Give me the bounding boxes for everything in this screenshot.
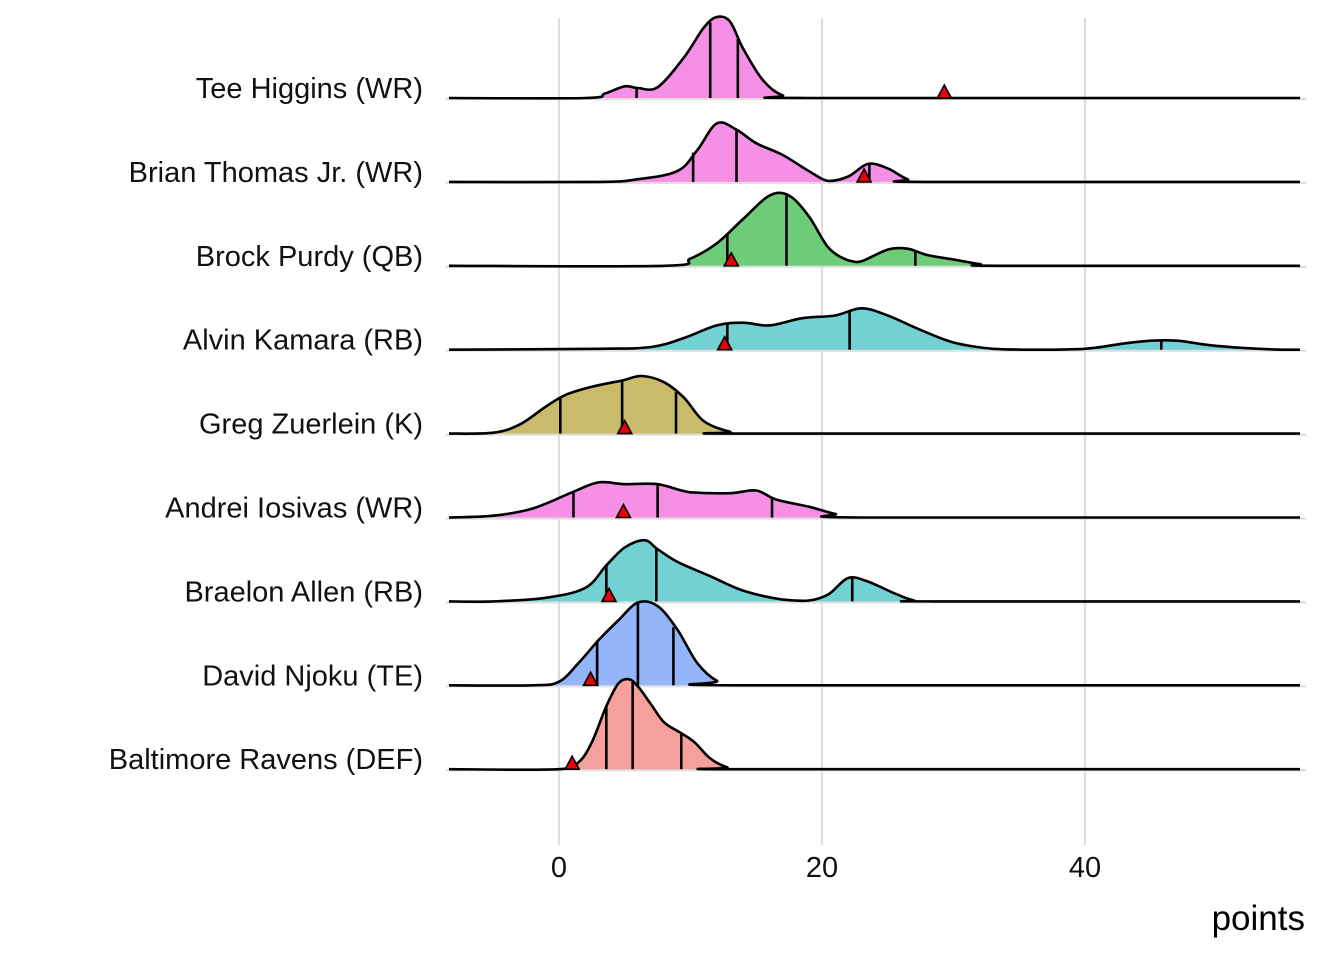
ridge-fill (449, 122, 1300, 183)
y-axis-label: Andrei Iosivas (WR) (165, 493, 423, 525)
ridges (448, 15, 1300, 772)
ridge-fill (449, 16, 1300, 99)
ridge-outline (448, 306, 1300, 352)
actual-points-marker (600, 586, 618, 603)
ridge-outline (448, 121, 1300, 184)
ridge-david-njoku-te (448, 600, 1300, 687)
x-axis-ticks: 0 20 40 (551, 852, 1101, 884)
ridge-fill (449, 601, 1300, 686)
ridge-brock-purdy-qb (448, 191, 1300, 268)
ridge-alvin-kamara-rb (448, 306, 1300, 352)
ridge-fill (449, 679, 1300, 770)
actual-points-marker (935, 83, 953, 99)
ridge-andrei-iosivas-wr (448, 480, 1300, 519)
x-axis-title: points (1212, 899, 1305, 938)
ridge-braelon-allen-rb (448, 538, 1300, 603)
y-axis-label: David Njoku (TE) (202, 660, 423, 692)
x-tick-label: 20 (806, 852, 838, 884)
y-axis-labels: Tee Higgins (WR) Brian Thomas Jr. (WR) Bro… (109, 73, 423, 776)
actual-points-marker (855, 167, 873, 183)
ridge-outline (448, 374, 1300, 435)
actual-points-marker (582, 670, 599, 687)
ridge-fill (449, 482, 1300, 518)
ridge-fill (449, 308, 1300, 350)
x-tick-label: 40 (1069, 852, 1101, 884)
x-tick-label: 0 (551, 852, 567, 884)
actual-points-marker (616, 418, 634, 435)
actual-points-marker (615, 502, 632, 519)
ridge-fill (449, 375, 1300, 434)
y-axis-label: Baltimore Ravens (DEF) (109, 744, 423, 776)
ridge-outline (448, 480, 1300, 519)
ridge-tee-higgins-wr (448, 15, 1300, 100)
ridge-outline (448, 677, 1300, 772)
y-axis-label: Alvin Kamara (RB) (183, 325, 423, 357)
ridge-outline (448, 15, 1300, 100)
y-axis-label: Greg Zuerlein (K) (199, 409, 423, 441)
ridge-outline (448, 600, 1300, 687)
ridge-baltimore-ravens-def (448, 677, 1300, 772)
y-axis-label: Tee Higgins (WR) (196, 73, 423, 105)
ridge-outline (448, 538, 1300, 603)
ridge-fill (449, 540, 1300, 602)
y-axis-label: Braelon Allen (RB) (184, 576, 423, 608)
actual-points-marker (722, 251, 740, 267)
actual-points-marker (563, 754, 581, 770)
y-axis-label: Brian Thomas Jr. (WR) (129, 157, 423, 189)
y-axis-label: Brock Purdy (QB) (196, 241, 423, 273)
ridge-outline (448, 191, 1300, 268)
ridge-greg-zuerlein-k (448, 374, 1300, 435)
ridge-brian-thomas-jr-wr (448, 121, 1300, 184)
actual-points-marker (716, 335, 734, 351)
